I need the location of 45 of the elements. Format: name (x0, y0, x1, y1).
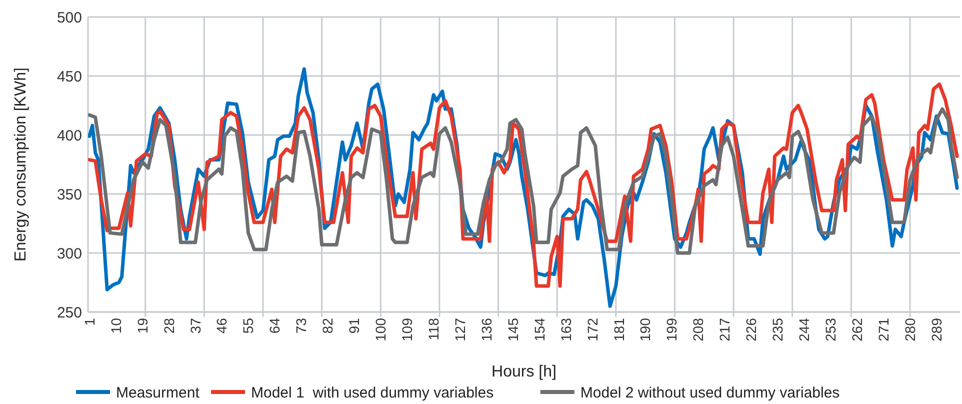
x-tick-label: 190 (637, 318, 654, 342)
x-tick-label: 10 (108, 318, 124, 334)
x-tick-label: 289 (928, 318, 944, 342)
x-tick-label: 55 (240, 318, 256, 334)
legend-label: Model 1 with used dummy variables (251, 384, 494, 402)
x-tick-label: 217 (716, 318, 733, 342)
x-tick-label: 235 (770, 318, 786, 342)
x-tick-label: 118 (425, 318, 442, 340)
line-series (88, 107, 959, 255)
x-tick-label: 145 (504, 318, 521, 342)
x-tick-label: 46 (214, 318, 230, 334)
legend-label: Measurment (116, 384, 200, 402)
y-tick-label: 500 (56, 9, 82, 26)
x-tick-label: 64 (266, 318, 283, 334)
x-tick-label: 262 (848, 318, 865, 342)
x-tick-label: 136 (478, 318, 494, 342)
x-tick-label: 91 (346, 318, 362, 334)
x-tick-label: 109 (398, 318, 415, 342)
x-tick-label: 172 (584, 318, 600, 342)
y-axis-title: Energy consumption [KWh] (12, 68, 30, 262)
x-tick-label: 163 (558, 318, 574, 342)
x-tick-label: 280 (902, 318, 918, 342)
legend-label: Model 2 without used dummy variables (580, 384, 840, 402)
x-tick-label: 82 (320, 318, 336, 334)
x-axis-title: Hours [h] (492, 364, 556, 381)
x-tick-label: 271 (875, 318, 892, 342)
y-tick-label: 350 (56, 186, 82, 204)
y-tick-label: 250 (56, 304, 82, 322)
x-tick-label: 100 (372, 318, 389, 342)
x-tick-label: 244 (796, 318, 812, 342)
x-tick-label: 127 (452, 318, 468, 342)
x-tick-label: 199 (664, 318, 680, 342)
x-tick-label: 208 (690, 318, 706, 342)
x-tick-label: 28 (160, 318, 177, 334)
y-tick-label: 300 (56, 245, 82, 262)
x-tick-label: 226 (743, 318, 760, 342)
x-tick-label: 73 (293, 318, 310, 334)
x-tick-label: 37 (187, 318, 204, 334)
x-tick-label: 154 (531, 318, 548, 342)
x-tick-label: 19 (134, 318, 150, 334)
x-tick-label: 1 (81, 318, 98, 326)
y-tick-label: 400 (56, 127, 82, 144)
x-tick-label: 181 (610, 318, 627, 342)
y-tick-label: 450 (56, 68, 82, 86)
x-tick-label: 253 (822, 318, 838, 342)
